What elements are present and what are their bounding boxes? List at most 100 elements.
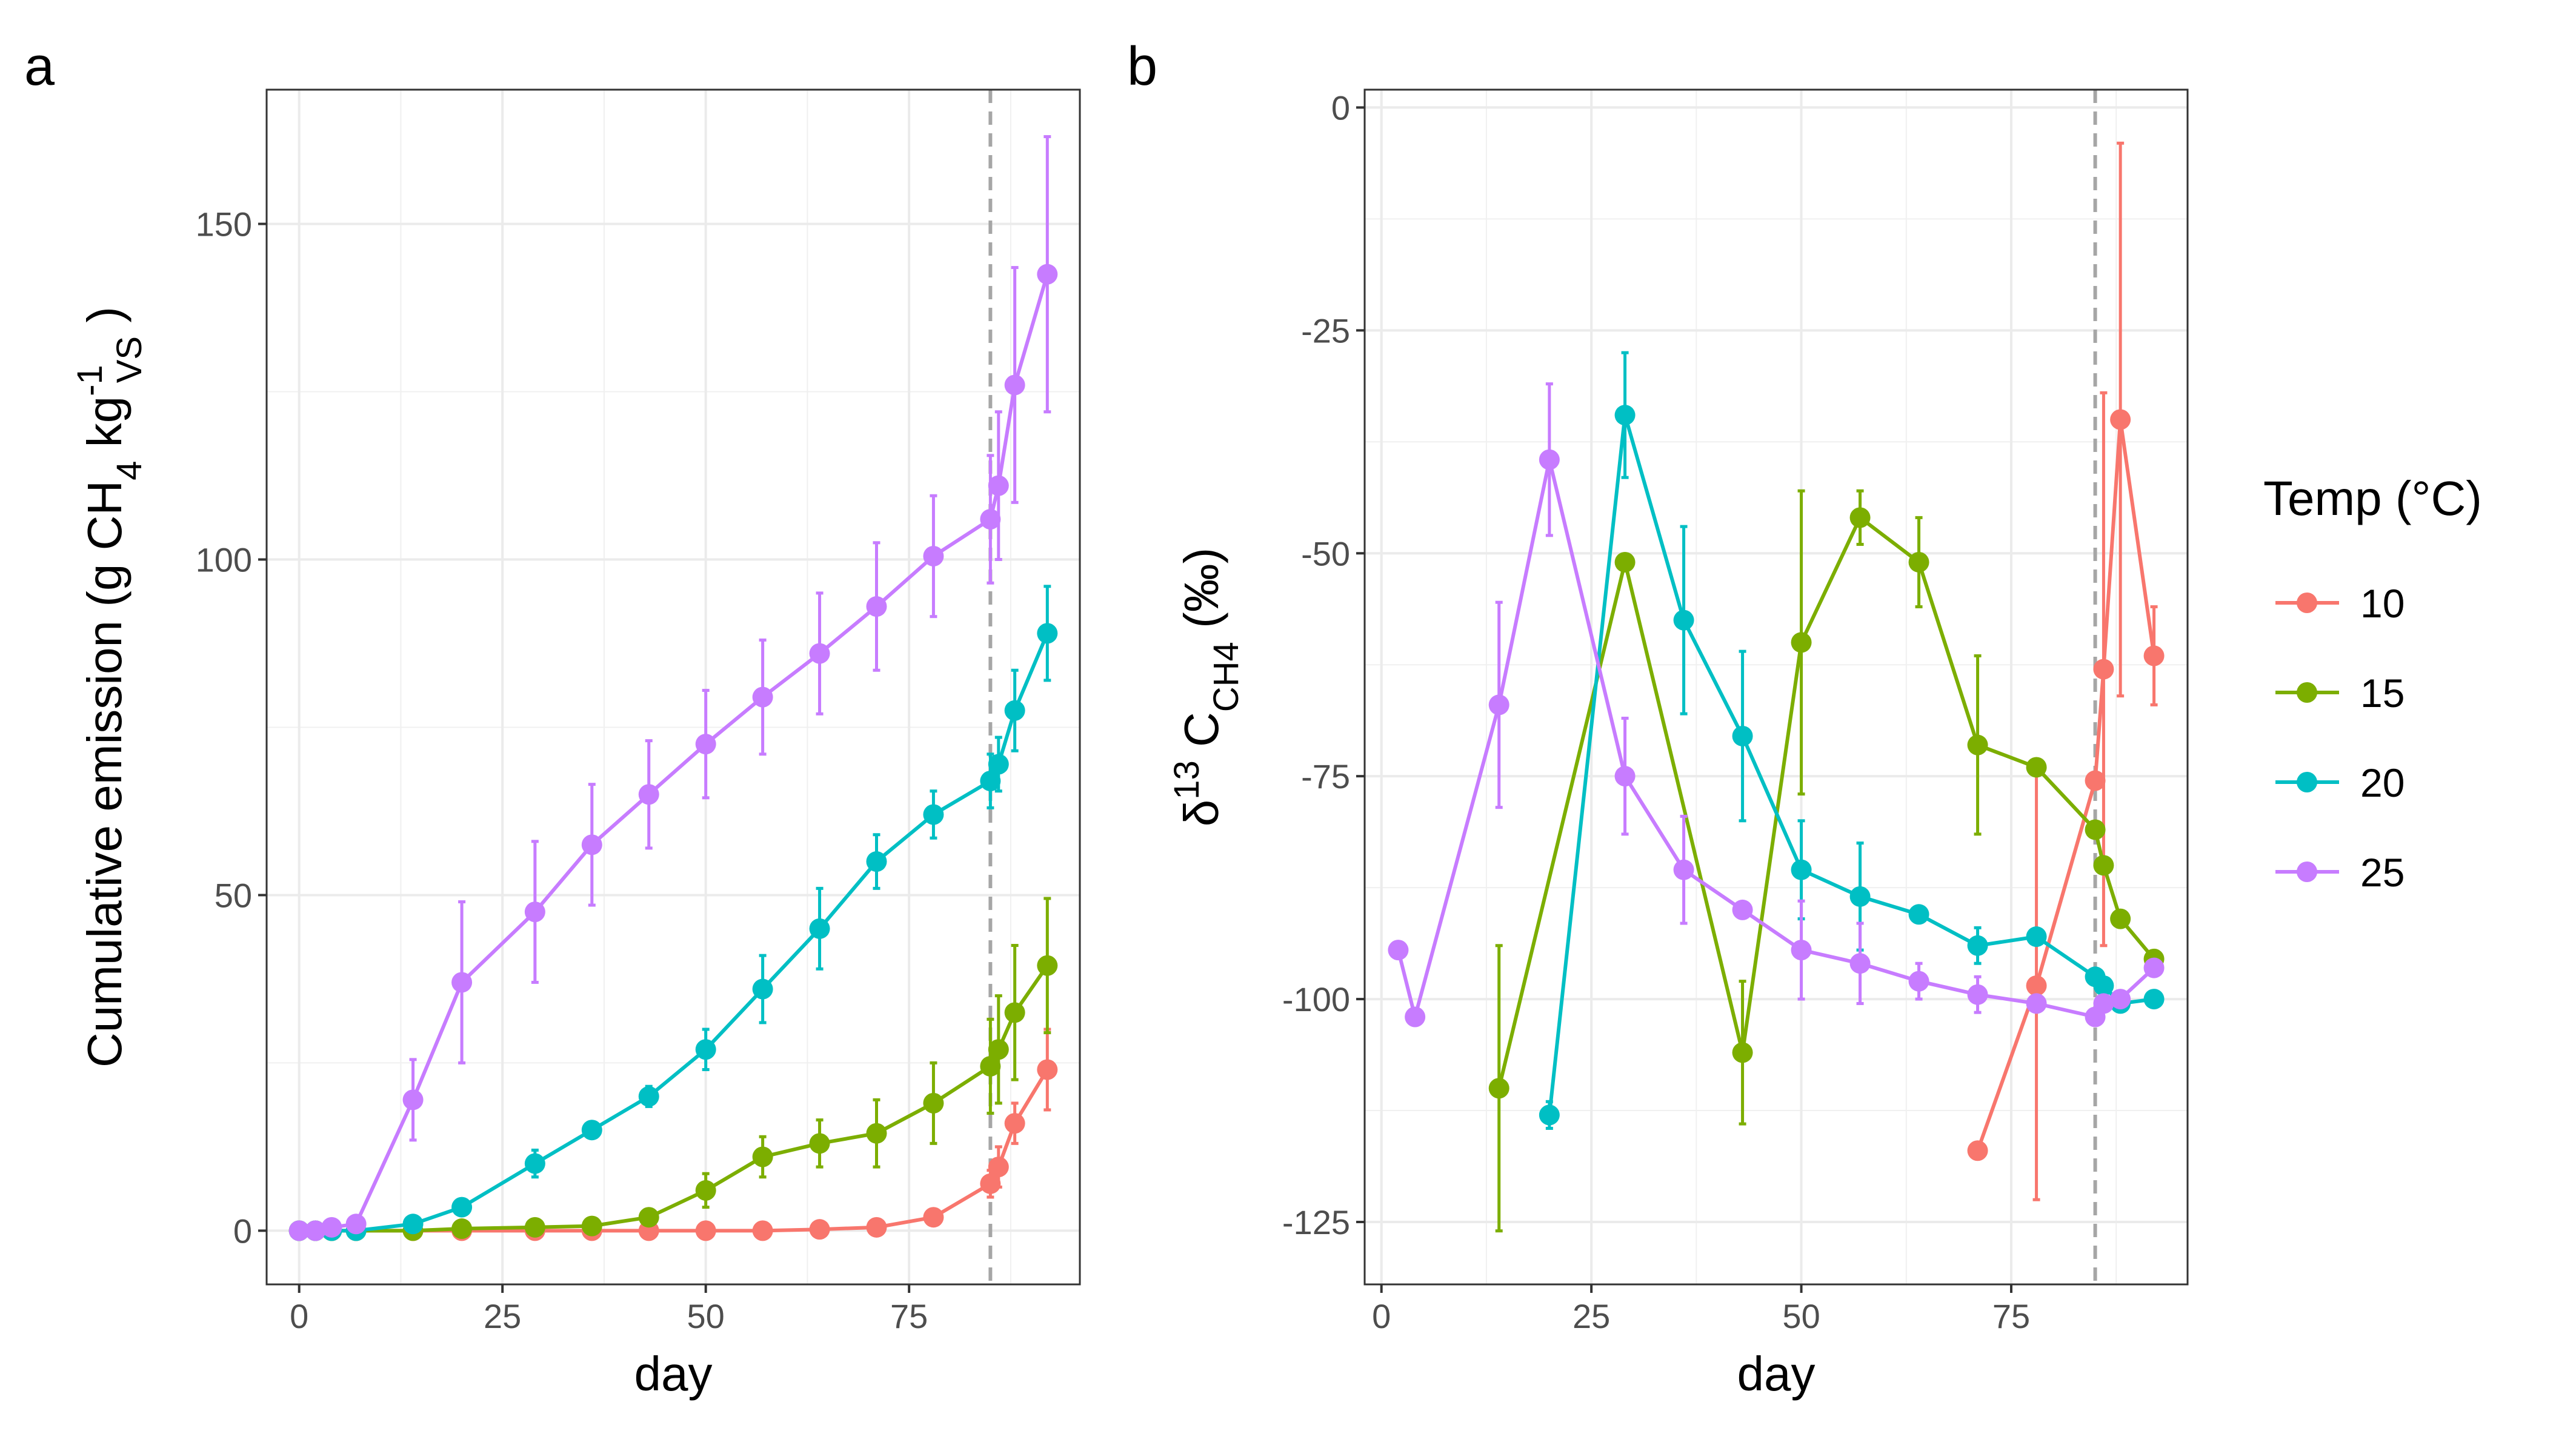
panel-a-ticks: 0 25 50 75 0 50 100 150 bbox=[196, 205, 928, 1335]
panel-b-data-point bbox=[2026, 926, 2047, 948]
panel-b-data-point bbox=[2110, 409, 2131, 430]
panel-a-y-axis-title: Cumulative emission (g CH4 kg-1VS ) bbox=[70, 307, 149, 1067]
panel-b-data-point bbox=[1405, 1006, 1426, 1028]
panel-b-y-tick-label: -125 bbox=[1282, 1203, 1350, 1241]
legend: Temp (°C) 10 15 20 25 bbox=[2263, 471, 2482, 895]
panel-a-data-point bbox=[988, 1039, 1009, 1060]
panel-b-data-point bbox=[1791, 632, 1812, 653]
panel-a-data-point bbox=[988, 754, 1009, 775]
panel-b-ylabel-delta: δ bbox=[1174, 800, 1228, 827]
panel-a-frame bbox=[265, 88, 1081, 1286]
panel-b-data-point bbox=[1614, 551, 1636, 573]
panel-b-data-point bbox=[2093, 993, 2114, 1014]
panel-a-data-point bbox=[923, 545, 944, 566]
panel-b-data-point bbox=[1614, 766, 1636, 787]
panel-a-data-point bbox=[345, 1214, 367, 1235]
panel-a-data-point bbox=[866, 1217, 887, 1238]
panel-a-data-point bbox=[451, 1197, 473, 1218]
panel-a-data-point bbox=[1037, 955, 1058, 976]
panel-b-data-point bbox=[1791, 859, 1812, 880]
panel-b-data-point bbox=[2093, 975, 2114, 996]
panel-b-data-point bbox=[2085, 819, 2106, 840]
panel-a-data-point bbox=[305, 1220, 326, 1241]
panel-a-data-point bbox=[988, 1157, 1009, 1178]
panel-b-data-point bbox=[1849, 507, 1871, 528]
panel-a-data-point bbox=[1037, 264, 1058, 285]
panel-b-data-point bbox=[1732, 725, 1753, 746]
legend-key-point bbox=[2297, 772, 2317, 792]
panel-a-y-tick-label: 100 bbox=[196, 541, 252, 579]
panel-b-data-point bbox=[1908, 904, 1929, 925]
panel-a-data-point bbox=[1037, 1059, 1058, 1080]
panel-a-data-point bbox=[1004, 700, 1025, 721]
panel-a-data-point bbox=[980, 771, 1001, 792]
panel-a-data-point bbox=[524, 901, 545, 923]
panel-b-data-point bbox=[1849, 886, 1871, 907]
panel-b-ylabel-sub: CH4 bbox=[1206, 642, 1246, 712]
panel-a-data-point bbox=[581, 834, 602, 855]
panel-b-ylabel-post: (‰) bbox=[1174, 548, 1228, 642]
panel-b-y-tick-label: -50 bbox=[1301, 534, 1350, 573]
panel-b-data-point bbox=[2085, 770, 2106, 791]
panel-b-gridlines bbox=[1365, 90, 2188, 1284]
panel-a-chart: a 0 25 50 75 0 50 100 150 day Cumulative emissi… bbox=[24, 36, 1081, 1401]
panel-a-series bbox=[288, 135, 1058, 1241]
panel-a-data-point bbox=[695, 1180, 716, 1201]
panel-a-data-point bbox=[980, 1055, 1001, 1077]
panel-a-data-point bbox=[288, 1220, 310, 1241]
panel-b-frame bbox=[1363, 88, 2189, 1286]
panel-a-ylabel-post: ) bbox=[78, 307, 131, 336]
panel-b-data-point bbox=[1908, 971, 1929, 992]
panel-b-x-tick-label: 75 bbox=[1992, 1297, 2030, 1335]
panel-b-label: b bbox=[1127, 36, 1157, 97]
panel-b-x-tick-label: 0 bbox=[1372, 1297, 1391, 1335]
panel-a-series-25 bbox=[288, 135, 1058, 1241]
legend-key-point bbox=[2297, 682, 2317, 703]
legend-title-prefix: Temp ( bbox=[2263, 471, 2412, 525]
panel-a-data-point bbox=[923, 804, 944, 825]
panel-b-data-point bbox=[1732, 899, 1753, 920]
panel-b-data-point bbox=[1614, 405, 1636, 426]
panel-a-data-point bbox=[866, 596, 887, 617]
panel-b-y-tick-label: -25 bbox=[1301, 311, 1350, 350]
panel-a-data-point bbox=[695, 1039, 716, 1060]
panel-a-data-point bbox=[1004, 1002, 1025, 1023]
panel-b-y-axis-title: δ13 CCH4 (‰) bbox=[1167, 548, 1246, 827]
panel-b-data-point bbox=[2026, 975, 2047, 996]
panel-a-data-point bbox=[988, 475, 1009, 496]
panel-b-data-point bbox=[2143, 957, 2165, 978]
panel-a-data-point bbox=[1004, 374, 1025, 396]
panel-a-data-point bbox=[524, 1153, 545, 1174]
panel-b-plot-background bbox=[1365, 90, 2188, 1284]
panel-b-ylabel-sup: 13 bbox=[1167, 760, 1206, 800]
panel-b-series-25 bbox=[1388, 382, 2165, 1028]
panel-a-ylabel-subvs: VS bbox=[110, 336, 149, 383]
panel-b-ticks: 0 25 50 75 0 -25 -50 -75 -100 -125 bbox=[1282, 88, 2030, 1335]
panel-a-data-point bbox=[866, 1123, 887, 1144]
panel-a-y-tick-label: 0 bbox=[233, 1212, 252, 1250]
panel-a-series-15 bbox=[288, 897, 1058, 1241]
panel-a-data-point bbox=[638, 1086, 659, 1107]
panel-b-y-tick-label: -100 bbox=[1282, 980, 1350, 1018]
panel-b-series-10 bbox=[1967, 141, 2165, 1201]
legend-item-25: 25 bbox=[2275, 850, 2405, 895]
panel-b-data-point bbox=[1488, 694, 1509, 716]
panel-b-data-point bbox=[2143, 645, 2165, 666]
panel-b-data-point bbox=[1967, 1140, 1988, 1161]
panel-b-data-point bbox=[1967, 935, 1988, 956]
panel-a-data-point bbox=[581, 1120, 602, 1141]
panel-b-data-point bbox=[1967, 984, 1988, 1005]
panel-b-data-point bbox=[1488, 1078, 1509, 1099]
panel-b-data-point bbox=[1673, 609, 1694, 631]
panel-b-series bbox=[1388, 141, 2165, 1233]
legend-item-label: 20 bbox=[2360, 760, 2405, 805]
legend-item-label: 25 bbox=[2360, 850, 2405, 895]
panel-a-plot-background bbox=[267, 90, 1080, 1284]
panel-b-x-axis-title: day bbox=[1737, 1347, 1816, 1401]
panel-b-data-point bbox=[2110, 989, 2131, 1010]
panel-b-data-point bbox=[2093, 855, 2114, 876]
panel-a-data-point bbox=[402, 1089, 424, 1111]
panel-b-series-20 bbox=[1539, 351, 2165, 1130]
panel-a-data-point bbox=[1004, 1113, 1025, 1134]
